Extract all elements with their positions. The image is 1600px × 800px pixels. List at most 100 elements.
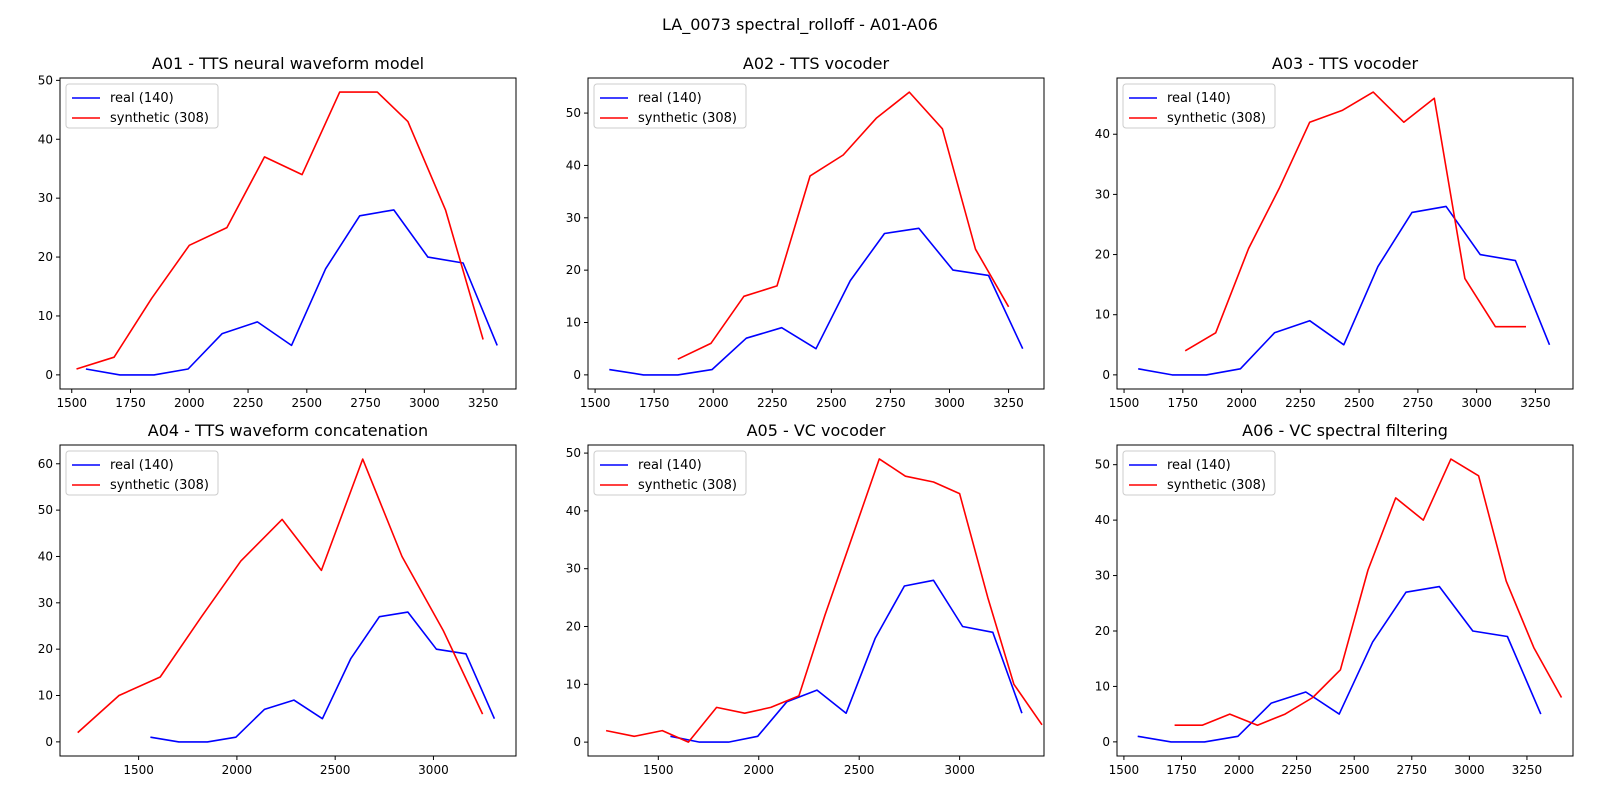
- y-tick-label: 40: [1095, 513, 1110, 527]
- subplot-title: A02 - TTS vocoder: [743, 54, 890, 73]
- x-tick-label: 2000: [174, 396, 205, 410]
- x-tick-label: 2500: [1339, 763, 1370, 777]
- y-tick-label: 50: [1095, 458, 1110, 472]
- axes-frame: [59, 77, 517, 390]
- y-tick-label: 30: [38, 596, 53, 610]
- y-tick-label: 10: [1095, 679, 1110, 693]
- x-tick-label: 3250: [468, 396, 499, 410]
- y-tick-label: 20: [1095, 624, 1110, 638]
- y-tick-label: 10: [1095, 308, 1110, 322]
- x-tick-label: 2500: [1344, 396, 1375, 410]
- subplot-4: A04 - TTS waveform concatenation 1500 2000…: [38, 421, 517, 777]
- x-tick-label: 1750: [1168, 396, 1199, 410]
- x-tick-label: 3250: [993, 396, 1024, 410]
- y-tick-label: 40: [38, 549, 53, 563]
- y-tick-label: 10: [566, 316, 581, 330]
- axes-frame: [1116, 444, 1574, 757]
- x-tick-label: 2000: [698, 396, 729, 410]
- y-tick-label: 20: [38, 642, 53, 656]
- x-tick-label: 1750: [1166, 763, 1197, 777]
- legend-box: [1122, 83, 1276, 129]
- y-tick-label: 40: [566, 504, 581, 518]
- x-tick-label: 3000: [1461, 396, 1492, 410]
- series-line-real: [150, 611, 496, 743]
- y-tick-label: 30: [566, 562, 581, 576]
- x-tick-label: 1500: [123, 763, 154, 777]
- y-tick-label: 50: [38, 73, 53, 87]
- x-tick-label: 3000: [1454, 763, 1485, 777]
- x-tick-label: 2750: [1397, 763, 1428, 777]
- y-tick-label: 20: [1095, 248, 1110, 262]
- y-tick-label: 30: [566, 211, 581, 225]
- series-line-synthetic: [76, 91, 484, 370]
- legend-label: real (140): [110, 91, 174, 106]
- series-line-synthetic: [77, 458, 484, 734]
- legend: real (140) synthetic (308): [65, 450, 219, 496]
- y-tick-label: 40: [38, 132, 53, 146]
- y-tick-label: 30: [1095, 569, 1110, 583]
- legend-label: synthetic (308): [110, 478, 209, 493]
- subplot-2: A02 - TTS vocoder 1500 1750 2000 2250 2500 275…: [566, 54, 1045, 410]
- x-tick-label: 2750: [1403, 396, 1434, 410]
- y-tick-label: 0: [45, 735, 53, 749]
- figure-title: LA_0073 spectral_rolloff - A01-A06: [662, 15, 938, 35]
- series-line-synthetic: [677, 91, 1010, 360]
- subplot-title: A01 - TTS neural waveform model: [152, 54, 424, 73]
- legend-label: synthetic (308): [1167, 111, 1266, 126]
- x-tick-label: 1750: [115, 396, 146, 410]
- y-tick-label: 30: [38, 191, 53, 205]
- x-tick-label: 1500: [643, 763, 674, 777]
- legend-label: synthetic (308): [638, 111, 737, 126]
- series-line-real: [1137, 585, 1542, 743]
- y-tick-label: 10: [566, 677, 581, 691]
- subplot-title: A06 - VC spectral filtering: [1242, 421, 1448, 440]
- legend: real (140) synthetic (308): [65, 83, 219, 129]
- y-tick-label: 50: [566, 446, 581, 460]
- subplot-1: A01 - TTS neural waveform model 1500 1750 2…: [38, 54, 517, 410]
- series-line-synthetic: [605, 458, 1043, 743]
- axes-frame: [1116, 77, 1574, 390]
- y-tick-label: 30: [1095, 187, 1110, 201]
- legend: real (140) synthetic (308): [593, 450, 747, 496]
- legend-label: real (140): [638, 458, 702, 473]
- y-tick-label: 20: [566, 263, 581, 277]
- legend-label: real (140): [1167, 458, 1231, 473]
- y-tick-label: 50: [38, 503, 53, 517]
- x-tick-label: 3000: [418, 763, 449, 777]
- legend-label: synthetic (308): [638, 478, 737, 493]
- x-tick-label: 3000: [944, 763, 975, 777]
- x-tick-label: 2250: [233, 396, 264, 410]
- legend-label: real (140): [110, 458, 174, 473]
- x-tick-label: 3250: [1512, 763, 1543, 777]
- y-tick-label: 40: [1095, 127, 1110, 141]
- legend-box: [593, 83, 747, 129]
- series-line-real: [85, 209, 498, 376]
- x-tick-label: 2500: [844, 763, 875, 777]
- legend-box: [65, 450, 219, 496]
- x-tick-label: 2750: [875, 396, 906, 410]
- x-tick-label: 2250: [757, 396, 788, 410]
- subplot-6: A06 - VC spectral filtering 1500 1750 2000 2…: [1095, 421, 1574, 777]
- y-tick-label: 0: [573, 368, 581, 382]
- legend-label: real (140): [638, 91, 702, 106]
- legend-label: real (140): [1167, 91, 1231, 106]
- legend: real (140) synthetic (308): [1122, 83, 1276, 129]
- series-line-real: [609, 227, 1024, 376]
- series-line-synthetic: [1174, 458, 1563, 727]
- subplot-5: A05 - VC vocoder 1500 2000 2500 3000 0 10 20 30 4…: [566, 421, 1045, 777]
- x-tick-label: 2000: [743, 763, 774, 777]
- legend-box: [1122, 450, 1276, 496]
- y-tick-label: 0: [45, 368, 53, 382]
- y-tick-label: 0: [1102, 368, 1110, 382]
- x-tick-label: 1500: [1109, 763, 1140, 777]
- y-tick-label: 60: [38, 457, 53, 471]
- x-tick-label: 2250: [1281, 763, 1312, 777]
- y-tick-label: 40: [566, 158, 581, 172]
- axes-frame: [587, 77, 1045, 390]
- x-tick-label: 2500: [292, 396, 323, 410]
- x-tick-label: 2750: [350, 396, 381, 410]
- x-tick-label: 1500: [56, 396, 87, 410]
- x-tick-label: 2500: [816, 396, 847, 410]
- legend-box: [65, 83, 219, 129]
